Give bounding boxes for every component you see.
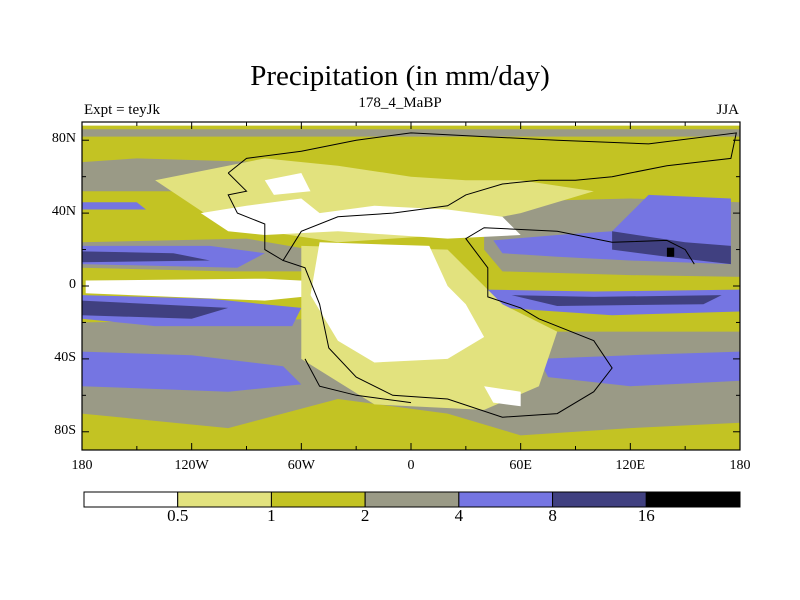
contour-region-south-tropic-darkblue (82, 300, 229, 319)
coastline-western-coast (227, 172, 284, 261)
contour-region-pangea-white-n (200, 198, 521, 239)
map-fill-layer (82, 125, 740, 450)
contour-region-nw-white (264, 173, 311, 195)
experiment-label: Expt = teyJk (84, 102, 160, 118)
colorbar-box (458, 491, 554, 508)
contour-region-pangea-white-south (484, 386, 521, 407)
contour-region-south-blue-west (82, 351, 302, 392)
colorbar-label: 0.5 (167, 506, 189, 525)
colorbar-label: 1 (267, 506, 276, 525)
y-tick-label: 40N (51, 204, 76, 220)
y-tick-label: 80S (54, 422, 76, 438)
colorbar-label: 2 (360, 506, 370, 525)
y-tick-label: 80N (51, 131, 76, 147)
y-tick-label: 40S (54, 349, 76, 365)
x-tick-label: 60E (509, 458, 532, 473)
contour-region-asia-black (666, 247, 675, 257)
plot-subtitle: 178_4_MaBP (358, 95, 442, 111)
colorbar-box (270, 491, 366, 508)
colorbar-box (645, 491, 741, 508)
colorbar-box (177, 491, 272, 508)
colorbar-label: 16 (637, 506, 655, 525)
colorbar-box (83, 491, 179, 508)
colorbar-label: 4 (454, 506, 464, 525)
x-tick-label: 180 (729, 458, 751, 473)
x-tick-label: 60W (287, 458, 315, 473)
contour-region-tropic-north-darkblue (82, 251, 210, 263)
season-label: JJA (716, 102, 739, 118)
coastline-south-coast (304, 358, 412, 404)
colorbar-box (364, 491, 460, 508)
x-tick-label: 120W (174, 458, 209, 473)
x-tick-label: 0 (407, 458, 415, 473)
contour-region-south-blue-east (538, 351, 740, 387)
contour-region-north-blue (82, 202, 146, 210)
contour-region-equator-white (85, 278, 338, 301)
contour-region-pangea-white-center (310, 242, 485, 363)
plot-title: Precipitation (in mm/day) (250, 60, 550, 92)
x-tick-label: 120E (615, 458, 646, 473)
colorbar-box (552, 491, 647, 508)
y-tick-label: 0 (69, 277, 76, 292)
coastline-pangea-north-coast (227, 132, 737, 418)
contour-region-indian-darkblue (511, 295, 722, 306)
colorbar-label: 8 (548, 506, 557, 525)
x-tick-label: 180 (71, 458, 93, 473)
